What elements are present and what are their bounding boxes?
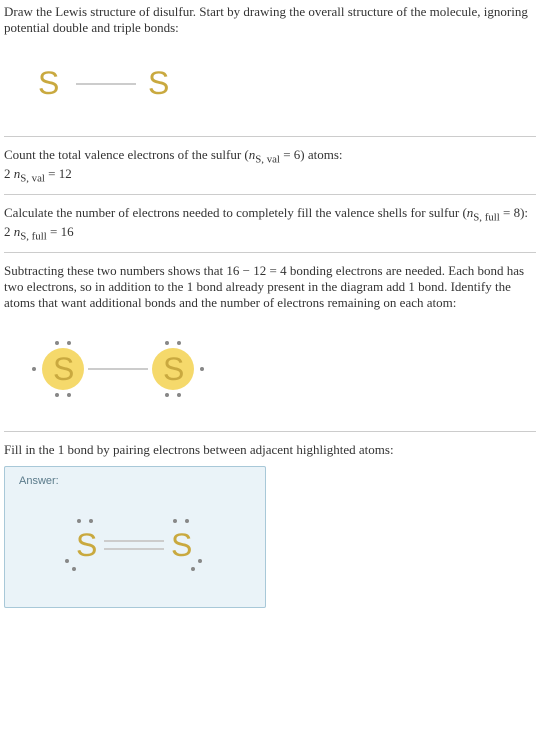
electron-dot — [55, 393, 59, 397]
electron-dot — [72, 567, 76, 571]
step-valence-count: Count the total valence electrons of the… — [4, 147, 536, 184]
atom-s-left: S — [53, 351, 74, 387]
divider — [4, 194, 536, 195]
electron-dot — [77, 519, 81, 523]
sub: S, full — [473, 212, 499, 224]
coef: 2 — [4, 224, 14, 239]
diagram-basic-structure: S S — [28, 54, 536, 118]
highlighted-svg: S S — [28, 329, 248, 409]
sub2: S, full — [20, 230, 46, 242]
answer-svg: S S — [19, 499, 239, 589]
atom-s-left: S — [38, 65, 59, 101]
electron-dot — [173, 519, 177, 523]
electron-dot — [191, 567, 195, 571]
sub2: S, val — [20, 172, 45, 184]
eq2: = 12 — [45, 166, 72, 181]
text: Calculate the number of electrons needed… — [4, 205, 467, 220]
answer-label: Answer: — [19, 475, 251, 487]
sub: S, val — [255, 154, 280, 166]
electron-dot — [185, 519, 189, 523]
electron-dot — [65, 559, 69, 563]
electron-dot — [198, 559, 202, 563]
electron-dot — [200, 367, 204, 371]
divider — [4, 252, 536, 253]
electron-dot — [177, 341, 181, 345]
step-full-count: Calculate the number of electrons needed… — [4, 205, 536, 242]
electron-dot — [165, 341, 169, 345]
divider — [4, 431, 536, 432]
eq: = 6) atoms: — [280, 147, 343, 162]
text: Count the total valence electrons of the… — [4, 147, 249, 162]
electron-dot — [32, 367, 36, 371]
atom-s-right: S — [171, 527, 192, 563]
electron-dot — [89, 519, 93, 523]
electron-dot — [67, 393, 71, 397]
answer-box: Answer: S S — [4, 466, 266, 608]
electron-dot — [177, 393, 181, 397]
step-bonding-electrons: Subtracting these two numbers shows that… — [4, 263, 536, 311]
atom-s-left: S — [76, 527, 97, 563]
electron-dot — [165, 393, 169, 397]
diagram-highlighted-atoms: S S — [28, 329, 536, 413]
electron-dot — [55, 341, 59, 345]
atom-s-right: S — [163, 351, 184, 387]
step-fill-bond: Fill in the 1 bond by pairing electrons … — [4, 442, 536, 458]
basic-structure-svg: S S — [28, 54, 228, 114]
eq: = 8): — [500, 205, 528, 220]
electron-dot — [67, 341, 71, 345]
coef: 2 — [4, 166, 14, 181]
eq2: = 16 — [47, 224, 74, 239]
intro-text: Draw the Lewis structure of disulfur. St… — [4, 4, 536, 36]
divider — [4, 136, 536, 137]
atom-s-right: S — [148, 65, 169, 101]
